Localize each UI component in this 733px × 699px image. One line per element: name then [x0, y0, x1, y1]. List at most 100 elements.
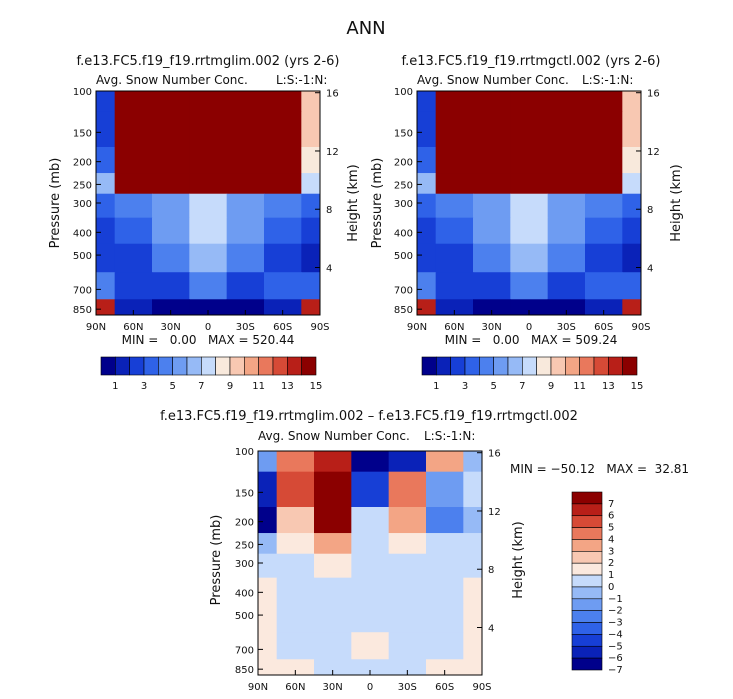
heatmap-cell	[388, 659, 427, 676]
colorbar-swatch	[464, 356, 480, 376]
colorbar-label: 5	[490, 381, 496, 392]
heatmap-cell	[426, 632, 464, 660]
heatmap-cell	[417, 217, 437, 245]
panel-bottom: f.e13.FC5.f19_f19.rrtmglim.002 – f.e13.F…	[160, 409, 689, 693]
colorbar	[100, 356, 317, 376]
heatmap-cell	[114, 272, 153, 300]
heatmap-cell	[276, 507, 315, 534]
colorbar-label: 1	[433, 381, 439, 392]
colorbar-swatch	[493, 356, 509, 376]
heatmap-cell	[189, 299, 228, 316]
heatmap-cell	[417, 272, 437, 300]
colorbar-swatch	[571, 634, 603, 647]
colorbar-swatch	[522, 356, 537, 376]
heatmap-cell	[189, 173, 228, 195]
heatmap-cell	[547, 111, 586, 148]
x-tick-label: 90N	[86, 322, 106, 333]
heatmap-cell	[276, 533, 315, 555]
colorbar-label: 1	[112, 381, 118, 392]
colorbar-label: 11	[252, 381, 265, 392]
y-tick-label: 700	[394, 285, 413, 296]
colorbar-label: 6	[608, 511, 614, 522]
colorbar-swatch	[565, 356, 580, 376]
y-tick-label: 100	[73, 87, 92, 98]
heatmap-cell	[510, 217, 549, 245]
colorbar-swatch	[507, 356, 523, 376]
heatmap-cell	[585, 193, 623, 219]
colorbar-label: 4	[608, 534, 614, 545]
y-tick-label: 100	[235, 447, 254, 458]
heatmap-cell	[226, 173, 265, 195]
heatmap-cell	[114, 243, 153, 273]
colorbar-swatch	[571, 562, 603, 576]
heatmap-cell	[258, 577, 278, 605]
stats-text: MIN = 0.00 MAX = 509.24	[445, 333, 618, 347]
x-tick-label: 90S	[472, 682, 491, 693]
heatmap-cell	[622, 217, 642, 245]
heatmap-cell	[189, 217, 228, 245]
heatmap-cell	[264, 111, 302, 148]
heatmap-cell	[276, 471, 315, 508]
heatmap-cell	[226, 111, 265, 148]
heatmap-cell	[114, 193, 153, 219]
heatmap-cell	[258, 553, 278, 579]
heatmap-cell	[435, 243, 474, 273]
colorbar-label: −7	[608, 665, 623, 676]
heatmap-cell	[473, 217, 511, 245]
heatmap-cell	[547, 91, 586, 113]
x-tick-label: 60N	[444, 322, 464, 333]
heatmap-cell	[463, 603, 483, 633]
colorbar-swatch	[571, 539, 603, 552]
heatmap-cell	[473, 272, 511, 300]
y-right-tick-label: 8	[326, 205, 332, 216]
x-tick-label: 30S	[398, 682, 417, 693]
y-axis-label-right: Height (km)	[669, 164, 684, 241]
heatmap-cell	[276, 659, 315, 676]
heatmap-cell	[417, 243, 437, 273]
heatmap-cell	[226, 299, 265, 316]
heatmap-cell	[258, 603, 278, 633]
heatmap-cell	[426, 553, 464, 579]
heatmap-cell	[547, 272, 586, 300]
colorbar-label: 3	[462, 381, 468, 392]
heatmap-cell	[388, 632, 427, 660]
heatmap-cell	[276, 577, 315, 605]
y-tick-label: 250	[235, 540, 254, 551]
heatmap-cell	[314, 553, 352, 579]
heatmap-cell	[510, 193, 549, 219]
heatmap-cell	[114, 91, 153, 113]
colorbar-label: 9	[548, 381, 554, 392]
heatmap-cell	[547, 147, 586, 174]
colorbar-label: 15	[631, 381, 644, 392]
heatmap-cell	[152, 243, 190, 273]
x-tick-label: 30N	[482, 322, 502, 333]
heatmap-cell	[426, 507, 464, 534]
heatmap-cell	[463, 659, 483, 676]
heatmap-cell	[388, 577, 427, 605]
panel-subtitle-right: L:S:-1:N:	[424, 429, 475, 443]
heatmap-cell	[264, 91, 302, 113]
heatmap-cell	[301, 243, 321, 273]
colorbar-swatch	[579, 356, 595, 376]
heatmap-cell	[264, 299, 302, 316]
heatmap-cell	[314, 471, 352, 508]
colorbar-swatch	[593, 356, 609, 376]
colorbar-swatch	[608, 356, 623, 376]
colorbar-swatch	[129, 356, 145, 376]
heatmap-plot	[96, 91, 321, 316]
heatmap-cell	[473, 111, 511, 148]
y-right-tick-label: 8	[647, 205, 653, 216]
stats-text: MIN = −50.12 MAX = 32.81	[510, 462, 689, 476]
colorbar	[421, 356, 638, 376]
y-ticks: 100 150 200 250 300 400 500 700 850	[394, 87, 422, 316]
x-tick-label: 60S	[435, 682, 454, 693]
colorbar-label: −1	[608, 594, 623, 605]
heatmap-cell	[547, 243, 586, 273]
heatmap-cell	[226, 193, 265, 219]
heatmap-cell	[226, 91, 265, 113]
colorbar-swatch	[186, 356, 202, 376]
y-tick-label: 150	[235, 488, 254, 499]
heatmap-cell	[314, 632, 352, 660]
heatmap-cell	[152, 147, 190, 174]
heatmap-cell	[152, 193, 190, 219]
